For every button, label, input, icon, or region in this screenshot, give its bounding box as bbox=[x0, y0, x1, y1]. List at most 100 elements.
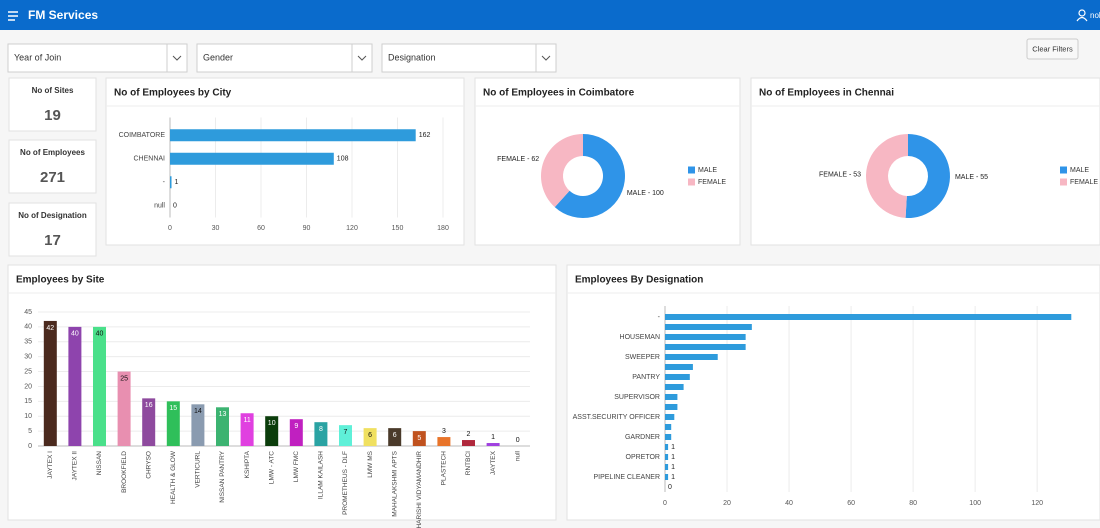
y-tick-label: SWEEPER bbox=[625, 354, 660, 361]
button-label: Clear Filters bbox=[1032, 44, 1073, 53]
value-label: 16 bbox=[145, 402, 153, 409]
y-tick-label: 5 bbox=[28, 428, 32, 435]
value-label: 15 bbox=[169, 405, 177, 412]
filter[interactable]: Designation bbox=[381, 43, 557, 73]
bar bbox=[665, 394, 678, 400]
x-tick-label: null bbox=[514, 450, 521, 461]
bar bbox=[462, 440, 475, 446]
x-tick-label: 120 bbox=[346, 225, 358, 232]
bar bbox=[170, 176, 172, 189]
value-label: 1 bbox=[671, 474, 675, 481]
bar bbox=[388, 428, 402, 446]
filter[interactable]: Gender bbox=[196, 43, 373, 73]
bar bbox=[665, 374, 690, 380]
legend-label: MALE bbox=[1070, 167, 1089, 174]
bar bbox=[665, 434, 672, 440]
card-label: No of Employees bbox=[20, 148, 85, 157]
chart-panel: Employees by Site05101520253035404542JAY… bbox=[7, 264, 557, 528]
card-value: 17 bbox=[44, 232, 61, 249]
menu-icon[interactable] bbox=[8, 11, 18, 21]
x-tick-label: 40 bbox=[785, 500, 793, 507]
bar bbox=[240, 413, 254, 446]
value-label: 1 bbox=[175, 179, 179, 186]
x-tick-label: 100 bbox=[969, 500, 981, 507]
x-tick-label: LMW MS bbox=[367, 450, 374, 477]
x-tick-label: NISSAN bbox=[96, 451, 103, 476]
value-label: 25 bbox=[120, 375, 128, 382]
clear-filters-button[interactable]: Clear Filters bbox=[1026, 38, 1079, 60]
value-label: 1 bbox=[671, 444, 675, 451]
bar bbox=[339, 425, 352, 446]
bar bbox=[665, 364, 693, 370]
value-label: 8 bbox=[319, 426, 323, 433]
chart-title: Employees By Designation bbox=[575, 275, 703, 286]
card-value: 271 bbox=[40, 169, 65, 186]
x-tick-label: 20 bbox=[723, 500, 731, 507]
bar bbox=[142, 398, 156, 446]
x-tick-label: 150 bbox=[392, 225, 404, 232]
y-tick-label: PANTRY bbox=[632, 374, 660, 381]
value-label: 10 bbox=[268, 420, 276, 427]
y-tick-label: COIMBATORE bbox=[119, 132, 166, 139]
x-tick-label: 180 bbox=[437, 225, 449, 232]
y-tick-label: 0 bbox=[28, 443, 32, 450]
bar bbox=[363, 428, 377, 446]
value-label: 6 bbox=[393, 432, 397, 439]
y-tick-label: - bbox=[163, 179, 166, 186]
value-label: 2 bbox=[467, 431, 471, 438]
filter-label: Year of Join bbox=[14, 52, 61, 62]
value-label: 0 bbox=[516, 437, 520, 444]
bar bbox=[216, 407, 229, 446]
bar bbox=[665, 384, 684, 390]
value-label: 0 bbox=[668, 484, 672, 491]
bar bbox=[665, 354, 718, 360]
card bbox=[8, 139, 97, 194]
chart-title: No of Employees in Chennai bbox=[759, 88, 894, 99]
value-label: 5 bbox=[417, 435, 421, 442]
x-tick-label: VERTICURL bbox=[195, 451, 202, 488]
bar bbox=[170, 129, 416, 142]
value-label: 40 bbox=[96, 331, 104, 338]
value-label: 1 bbox=[671, 454, 675, 461]
bar bbox=[93, 326, 106, 446]
app-title: FM Services bbox=[28, 8, 98, 22]
panel bbox=[7, 264, 557, 521]
card bbox=[8, 202, 97, 257]
x-tick-label: LMW FMC bbox=[293, 451, 300, 482]
legend-swatch bbox=[688, 166, 695, 174]
bar bbox=[43, 320, 57, 446]
slice-label: FEMALE - 62 bbox=[497, 156, 539, 163]
user-name[interactable]: nob bbox=[1090, 11, 1100, 20]
bar bbox=[166, 401, 180, 446]
donut-slice bbox=[865, 134, 908, 218]
bar bbox=[314, 422, 328, 446]
x-tick-label: 0 bbox=[663, 500, 667, 507]
value-label: 108 bbox=[337, 156, 349, 163]
filter[interactable]: Year of Join bbox=[7, 43, 188, 73]
slice-label: FEMALE - 53 bbox=[819, 171, 861, 178]
value-label: 11 bbox=[243, 417, 250, 424]
slice-label: MALE - 100 bbox=[627, 190, 664, 197]
donut-slice bbox=[541, 134, 583, 208]
y-tick-label: null bbox=[154, 203, 165, 210]
x-tick-label: MAHALAKSHMI APTS bbox=[391, 450, 398, 516]
x-tick-label: JAYTEX II bbox=[72, 451, 79, 481]
value-label: 3 bbox=[442, 428, 446, 435]
slice-label: MALE - 55 bbox=[955, 174, 988, 181]
user-icon[interactable] bbox=[1076, 9, 1088, 22]
x-tick-label: PROMETHEUS - DLF bbox=[342, 451, 349, 515]
bar bbox=[486, 443, 500, 446]
x-tick-label: PLASTECH bbox=[441, 451, 448, 486]
x-tick-label: LMW - ATC bbox=[268, 451, 275, 484]
card-value: 19 bbox=[44, 107, 61, 124]
x-tick-label: KSHIPTA bbox=[244, 450, 251, 478]
value-label: 6 bbox=[368, 432, 372, 439]
chart-panel: No of Employees by City 0 30 60 90 120 150 180 C… bbox=[105, 77, 465, 246]
panel bbox=[566, 264, 1100, 521]
x-tick-label: HEALTH & GLOW bbox=[170, 450, 177, 504]
chart-title: Employees by Site bbox=[16, 275, 105, 286]
y-tick-label: SUPERVISOR bbox=[614, 394, 660, 401]
bar bbox=[289, 419, 303, 446]
y-tick-label: ASST.SECURITY OFFICER bbox=[573, 414, 660, 421]
legend-swatch bbox=[688, 178, 695, 186]
